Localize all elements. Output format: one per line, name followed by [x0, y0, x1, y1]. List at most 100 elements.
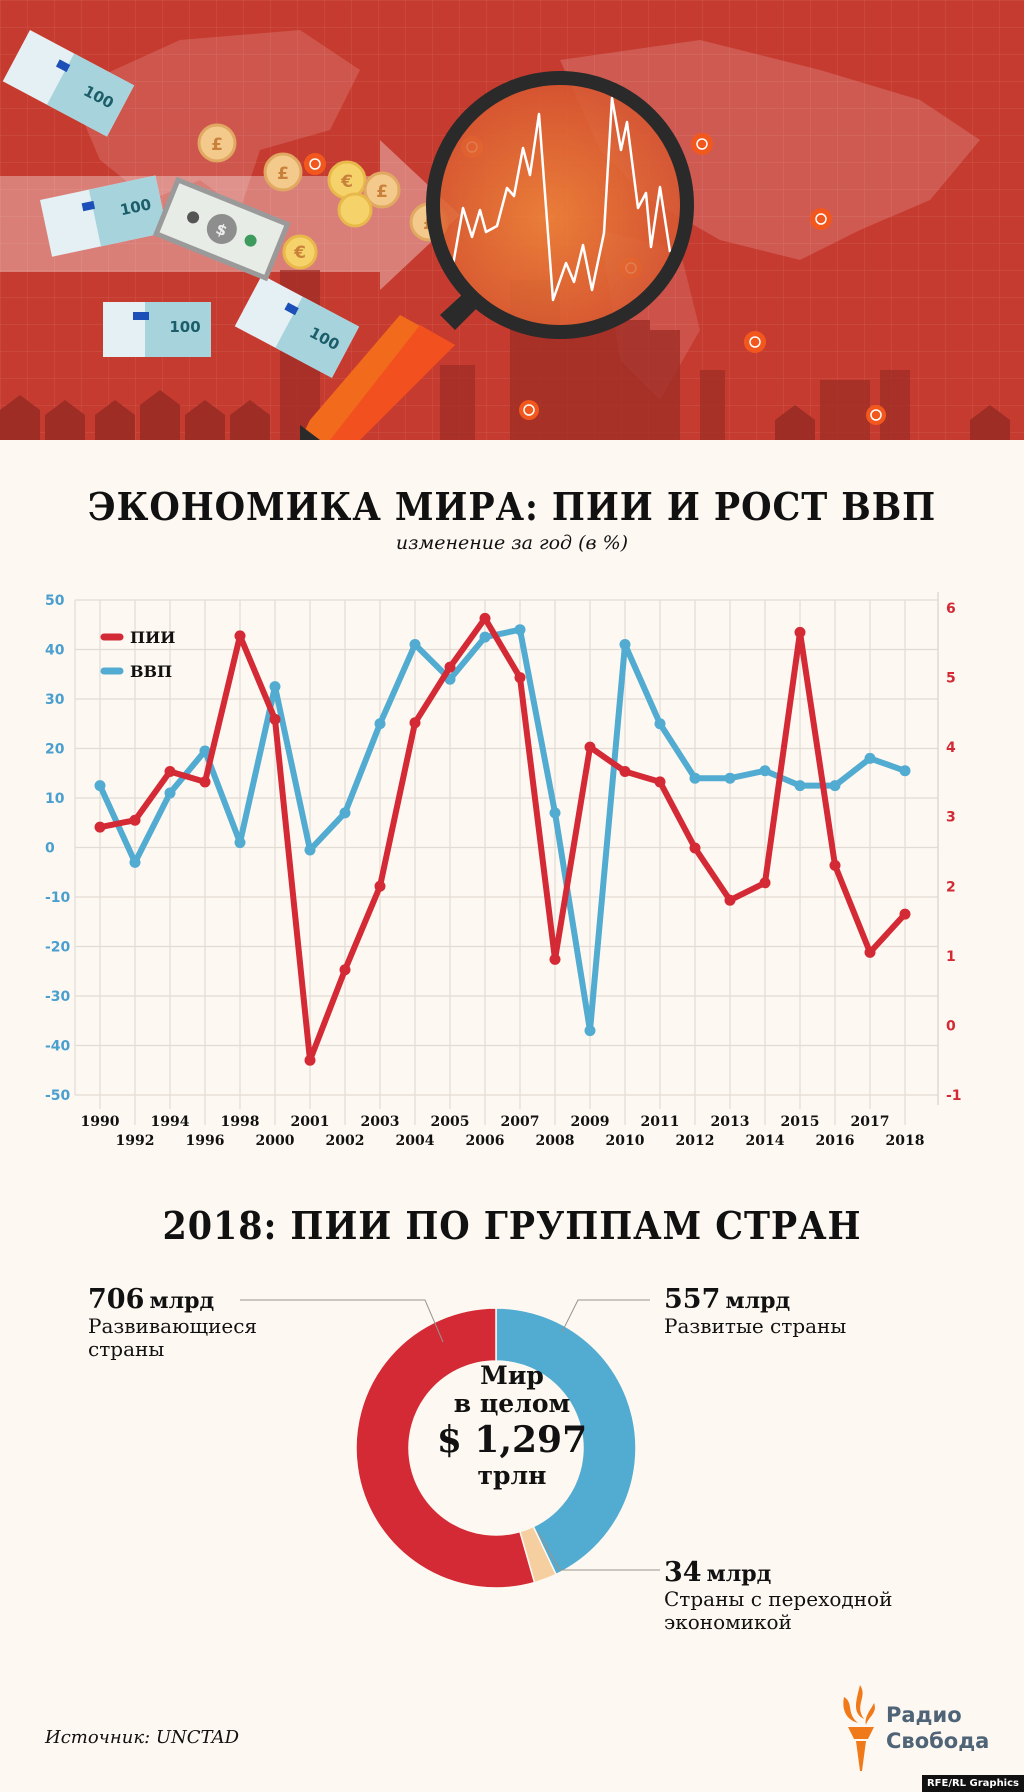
radio-svoboda-logo[interactable]: Радио Свобода [838, 1683, 998, 1773]
donut-slice [355, 1307, 536, 1589]
data-point [269, 713, 281, 725]
data-point [94, 821, 106, 833]
header-illustration: 100 100 100 100 $ £ £ € £ € £ [0, 0, 1024, 440]
x-tick: 2008 [536, 1133, 575, 1149]
y-right-tick: 3 [946, 810, 956, 826]
svg-text:€: € [340, 172, 353, 192]
data-point [374, 880, 386, 892]
data-point [514, 624, 526, 636]
data-point [689, 772, 701, 784]
y-left-tick: -50 [45, 1088, 71, 1104]
data-point [234, 837, 246, 849]
developed-value: 557 [664, 1284, 721, 1315]
y-right-tick: -1 [946, 1088, 962, 1104]
source-note: Источник: UNCTAD [45, 1727, 240, 1748]
x-tick: 2004 [396, 1133, 435, 1149]
label-developing: 706 млрд Развивающиеся страны [88, 1284, 288, 1361]
leader-line [240, 1299, 444, 1343]
data-point [409, 639, 421, 651]
data-point [304, 844, 316, 856]
data-point [164, 765, 176, 777]
x-tick: 1992 [116, 1133, 155, 1149]
series-line-gdp [97, 626, 907, 1034]
y-right-tick: 0 [946, 1018, 956, 1034]
data-point [304, 1054, 316, 1066]
transition-unit: млрд [706, 1561, 772, 1587]
leader-line [537, 1531, 660, 1571]
data-point [899, 908, 911, 920]
data-point [654, 776, 666, 788]
data-point [794, 780, 806, 792]
legend-label: ВВП [130, 662, 172, 681]
legend-label: ПИИ [130, 628, 175, 647]
chart-subtitle: изменение за год (в %) [395, 532, 629, 554]
y-right-tick: 5 [946, 671, 956, 687]
fdi-by-group-donut [240, 1299, 660, 1589]
label-transition: 34 млрд Страны с переходной экономикой [664, 1557, 924, 1634]
data-point [619, 639, 631, 651]
data-point [724, 894, 736, 906]
x-tick: 2003 [361, 1114, 400, 1130]
svg-text:100: 100 [169, 318, 200, 336]
developing-value: 706 [88, 1284, 145, 1315]
graphics-credit: RFE/RL Graphics [921, 1775, 1024, 1792]
data-point [514, 672, 526, 684]
data-point [199, 745, 211, 757]
developing-unit: млрд [149, 1288, 215, 1314]
transition-label: Страны с переходной экономикой [664, 1587, 893, 1635]
data-point [689, 842, 701, 854]
x-tick: 2005 [431, 1114, 470, 1130]
x-tick: 2015 [781, 1114, 820, 1130]
data-point [269, 681, 281, 693]
y-right-tick: 4 [946, 740, 956, 756]
data-point [584, 1025, 596, 1037]
y-left-tick: 40 [45, 643, 65, 659]
x-tick: 2007 [501, 1114, 540, 1130]
y-left-tick: 30 [45, 692, 65, 708]
developing-label: Развивающиеся страны [88, 1314, 258, 1362]
data-point [129, 856, 141, 868]
data-point [339, 964, 351, 976]
center-value: $ 1,297 [436, 1419, 588, 1461]
data-point [759, 765, 771, 777]
y-right-tick: 1 [946, 949, 956, 965]
y-left-tick: -10 [45, 890, 71, 906]
x-tick: 2000 [256, 1133, 295, 1149]
data-point [234, 630, 246, 642]
transition-value: 34 [664, 1557, 702, 1588]
y-right-tick: 2 [946, 879, 956, 895]
y-left-tick: -30 [45, 989, 71, 1005]
svg-text:€: € [293, 243, 306, 263]
data-point [724, 772, 736, 784]
data-point [129, 814, 141, 826]
svg-text:£: £ [277, 164, 289, 184]
data-point [409, 717, 421, 729]
developed-label: Развитые страны [664, 1314, 847, 1339]
svg-text:£: £ [211, 135, 223, 155]
x-tick: 1998 [221, 1114, 260, 1130]
donut-center: Мир в целом $ 1,297 трлн [412, 1362, 612, 1490]
series-line-fdi [99, 615, 908, 1064]
x-tick: 1994 [151, 1114, 190, 1130]
data-point [654, 718, 666, 730]
center-line1: Мир [480, 1361, 544, 1390]
y-left-tick: -40 [45, 1039, 71, 1055]
x-tick: 2014 [746, 1133, 785, 1149]
logo-line1: Радио [886, 1703, 962, 1727]
developed-unit: млрд [725, 1288, 791, 1314]
data-point [864, 752, 876, 764]
data-point [549, 953, 561, 965]
data-point [199, 776, 211, 788]
x-tick: 2006 [466, 1133, 505, 1149]
data-point [829, 780, 841, 792]
data-point [794, 626, 806, 638]
label-developed: 557 млрд Развитые страны [664, 1284, 846, 1338]
x-tick: 2013 [711, 1114, 750, 1130]
data-point [94, 780, 106, 792]
torch-icon [843, 1685, 875, 1771]
data-point [479, 612, 491, 624]
data-point [584, 741, 596, 753]
data-point [374, 718, 386, 730]
data-point [479, 631, 491, 643]
center-unit: трлн [477, 1461, 547, 1490]
